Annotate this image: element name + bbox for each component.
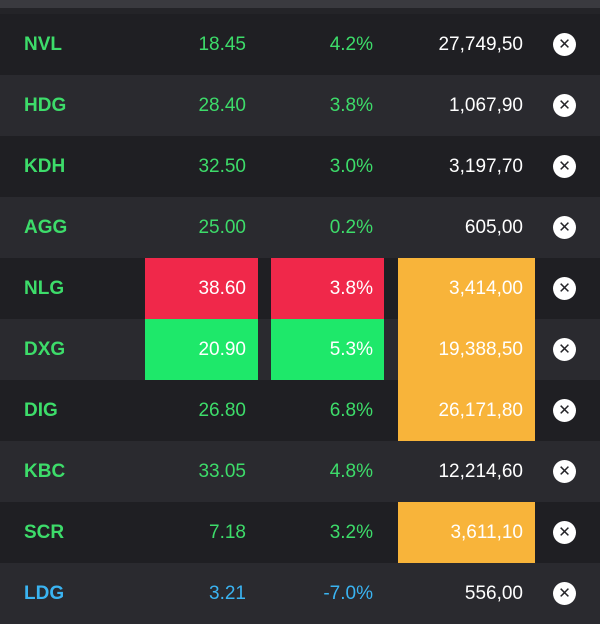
watchlist-row[interactable]: HDG 28.40 3.8% 1,067,90 ✕ [0,75,600,136]
close-circle-icon[interactable]: ✕ [553,33,576,56]
stock-change-percent: 4.8% [329,460,373,482]
stock-volume: 27,749,50 [438,33,523,55]
close-circle-icon[interactable]: ✕ [553,216,576,239]
watchlist-row[interactable]: KBC 33.05 4.8% 12,214,60 ✕ [0,441,600,502]
stock-volume: 605,00 [464,216,523,238]
stock-volume: 1,067,90 [449,94,523,116]
close-circle-icon[interactable]: ✕ [553,460,576,483]
stock-price: 33.05 [198,460,246,482]
close-circle-icon[interactable]: ✕ [553,521,576,544]
stock-symbol: SCR [24,521,65,543]
stock-symbol: LDG [24,582,65,604]
stock-change-percent: 5.3% [271,319,384,380]
stock-symbol: DIG [24,399,58,421]
close-circle-icon[interactable]: ✕ [553,399,576,422]
stock-price: 28.40 [198,94,246,116]
watchlist-row[interactable]: SCR 7.18 3.2% 3,611,10 ✕ [0,502,600,563]
stock-volume: 3,611,10 [398,502,535,563]
stock-change-percent: 3.8% [329,94,373,116]
stock-volume: 26,171,80 [398,380,535,441]
stock-price: 26.80 [198,399,246,421]
stock-volume: 3,414,00 [398,258,535,319]
stock-symbol: NVL [24,33,62,55]
close-circle-icon[interactable]: ✕ [553,582,576,605]
stock-symbol: AGG [24,216,68,238]
stock-price: 20.90 [145,319,258,380]
watchlist-row[interactable]: KDH 32.50 3.0% 3,197,70 ✕ [0,136,600,197]
close-circle-icon[interactable]: ✕ [553,338,576,361]
stock-symbol: KBC [24,460,66,482]
stock-change-percent: 3.8% [271,258,384,319]
close-circle-icon[interactable]: ✕ [553,155,576,178]
stock-symbol: HDG [24,94,67,116]
stock-change-percent: 3.0% [329,155,373,177]
stock-price: 32.50 [198,155,246,177]
close-circle-icon[interactable]: ✕ [553,94,576,117]
watchlist-row[interactable]: NVL 18.45 4.2% 27,749,50 ✕ [0,14,600,75]
stock-price: 38.60 [145,258,258,319]
stock-change-percent: 6.8% [329,399,373,421]
watchlist-row[interactable]: NLG 38.60 3.8% 3,414,00 ✕ [0,258,600,319]
watchlist-row[interactable]: DIG 26.80 6.8% 26,171,80 ✕ [0,380,600,441]
stock-price: 25.00 [198,216,246,238]
stock-volume: 556,00 [464,582,523,604]
watchlist-row[interactable]: DXG 20.90 5.3% 19,388,50 ✕ [0,319,600,380]
stock-volume: 3,197,70 [449,155,523,177]
stock-symbol: KDH [24,155,66,177]
watchlist-row[interactable]: LDG 3.21 -7.0% 556,00 ✕ [0,563,600,624]
stock-price: 3.21 [209,582,246,604]
stock-symbol: NLG [24,277,65,299]
stock-volume: 19,388,50 [398,319,535,380]
stock-price: 7.18 [209,521,246,543]
stock-volume: 12,214,60 [438,460,523,482]
stock-change-percent: 3.2% [329,521,373,543]
close-circle-icon[interactable]: ✕ [553,277,576,300]
stock-change-percent: 0.2% [329,216,373,238]
stock-change-percent: 4.2% [329,33,373,55]
stock-price: 18.45 [198,33,246,55]
top-bar [0,0,600,8]
watchlist-row[interactable]: AGG 25.00 0.2% 605,00 ✕ [0,197,600,258]
stock-change-percent: -7.0% [323,582,373,604]
watchlist: NVL 18.45 4.2% 27,749,50 ✕ HDG 28.40 3.8% 1,067,… [0,14,600,624]
stock-symbol: DXG [24,338,66,360]
